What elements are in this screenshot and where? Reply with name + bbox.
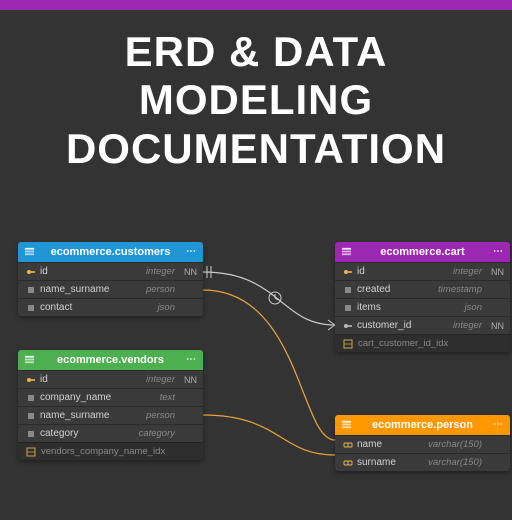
column-nn: NN (486, 267, 504, 277)
column-row[interactable]: itemsjson (335, 298, 510, 316)
column-row[interactable]: customer_idintegerNN (335, 316, 510, 334)
column-row[interactable]: idintegerNN (18, 370, 203, 388)
table-header-vendors[interactable]: ecommerce.vendors ⋯ (18, 350, 203, 370)
title-line3: DOCUMENTATION (66, 125, 446, 172)
column-icon (341, 285, 355, 295)
table-icon (341, 246, 352, 257)
column-nn: NN (486, 321, 504, 331)
column-type: person (146, 284, 179, 295)
column-icon (341, 321, 355, 331)
index-name: vendors_company_name_idx (38, 446, 165, 457)
column-name: id (38, 374, 146, 385)
column-type: text (160, 392, 179, 403)
table-body: namevarchar(150)surnamevarchar(150) (335, 435, 510, 471)
column-icon (341, 440, 355, 450)
title-line2: MODELING (139, 76, 373, 123)
table-body: idintegerNNcompany_nametextname_surnamep… (18, 370, 203, 442)
column-type: category (139, 428, 179, 439)
column-row[interactable]: contactjson (18, 298, 203, 316)
column-icon (24, 267, 38, 277)
column-type: integer (453, 266, 486, 277)
column-type: person (146, 410, 179, 421)
column-type: varchar(150) (428, 439, 486, 450)
table-customers[interactable]: ecommerce.customers ⋯ idintegerNNname_su… (18, 242, 203, 316)
column-row[interactable]: createdtimestamp (335, 280, 510, 298)
column-name: name_surname (38, 410, 146, 421)
column-row[interactable]: company_nametext (18, 388, 203, 406)
table-title: ecommerce.person (372, 419, 473, 431)
column-name: items (355, 302, 465, 313)
title-line1: ERD & DATA (125, 28, 388, 75)
erd-canvas: ecommerce.customers ⋯ idintegerNNname_su… (0, 240, 512, 520)
column-type: varchar(150) (428, 457, 486, 468)
table-header-customers[interactable]: ecommerce.customers ⋯ (18, 242, 203, 262)
column-row[interactable]: surnamevarchar(150) (335, 453, 510, 471)
column-type: timestamp (438, 284, 486, 295)
table-icon (24, 246, 35, 257)
table-title: ecommerce.cart (380, 246, 464, 258)
column-name: created (355, 284, 438, 295)
table-person[interactable]: ecommerce.person ⋯ namevarchar(150)surna… (335, 415, 510, 471)
column-icon (24, 285, 38, 295)
table-index: vendors_company_name_idx (18, 442, 203, 460)
column-icon (341, 267, 355, 277)
column-name: category (38, 428, 139, 439)
column-row[interactable]: idintegerNN (18, 262, 203, 280)
column-name: name_surname (38, 284, 146, 295)
column-name: surname (355, 457, 428, 468)
column-name: name (355, 439, 428, 450)
column-icon (24, 303, 38, 313)
column-icon (24, 375, 38, 385)
column-name: contact (38, 302, 158, 313)
column-name: id (355, 266, 453, 277)
table-cart[interactable]: ecommerce.cart ⋯ idintegerNNcreatedtimes… (335, 242, 510, 352)
column-row[interactable]: name_surnameperson (18, 280, 203, 298)
index-icon (341, 339, 355, 349)
column-icon (341, 458, 355, 468)
column-type: json (465, 302, 486, 313)
more-icon[interactable]: ⋯ (493, 246, 504, 257)
more-icon[interactable]: ⋯ (186, 246, 197, 257)
column-row[interactable]: categorycategory (18, 424, 203, 442)
more-icon[interactable]: ⋯ (493, 419, 504, 430)
page-title: ERD & DATA MODELING DOCUMENTATION (0, 28, 512, 173)
column-type: integer (146, 266, 179, 277)
column-icon (341, 303, 355, 313)
column-row[interactable]: namevarchar(150) (335, 435, 510, 453)
table-title: ecommerce.vendors (57, 354, 164, 366)
table-body: idintegerNNname_surnamepersoncontactjson (18, 262, 203, 316)
column-icon (24, 411, 38, 421)
top-accent-bar (0, 0, 512, 10)
index-icon (24, 447, 38, 457)
column-icon (24, 429, 38, 439)
table-body: idintegerNNcreatedtimestampitemsjsoncust… (335, 262, 510, 334)
column-name: id (38, 266, 146, 277)
column-name: customer_id (355, 320, 453, 331)
column-icon (24, 393, 38, 403)
table-icon (24, 354, 35, 365)
column-row[interactable]: name_surnameperson (18, 406, 203, 424)
column-row[interactable]: idintegerNN (335, 262, 510, 280)
column-name: company_name (38, 392, 160, 403)
table-header-cart[interactable]: ecommerce.cart ⋯ (335, 242, 510, 262)
column-nn: NN (179, 267, 197, 277)
table-index: cart_customer_id_idx (335, 334, 510, 352)
column-type: integer (146, 374, 179, 385)
index-name: cart_customer_id_idx (355, 338, 448, 349)
column-type: integer (453, 320, 486, 331)
table-icon (341, 419, 352, 430)
column-nn: NN (179, 375, 197, 385)
table-vendors[interactable]: ecommerce.vendors ⋯ idintegerNNcompany_n… (18, 350, 203, 460)
column-type: json (158, 302, 179, 313)
table-header-person[interactable]: ecommerce.person ⋯ (335, 415, 510, 435)
more-icon[interactable]: ⋯ (186, 354, 197, 365)
table-title: ecommerce.customers (51, 246, 171, 258)
